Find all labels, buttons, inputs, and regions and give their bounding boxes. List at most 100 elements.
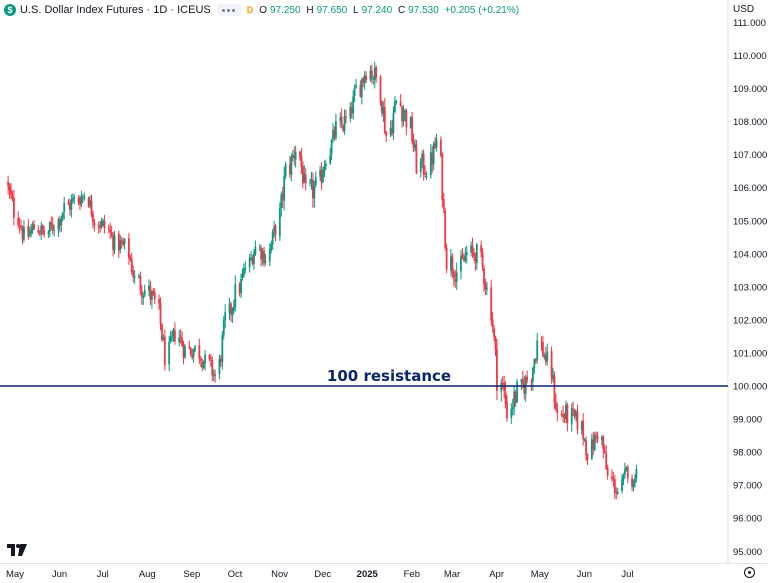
candle-body	[77, 197, 80, 203]
candle-body	[251, 257, 254, 264]
candle-body	[138, 275, 140, 278]
candle-body	[602, 436, 605, 450]
candle-body	[234, 283, 237, 308]
candle-body	[379, 76, 382, 103]
candle-body	[455, 272, 458, 282]
candle-body	[268, 248, 271, 262]
candle-body	[513, 391, 516, 408]
candle-body	[586, 454, 589, 460]
x-tick-label: Feb	[404, 569, 420, 580]
candle-body	[20, 226, 22, 229]
candle-body	[221, 335, 224, 363]
y-tick-label: 111.000	[733, 18, 766, 29]
candle-body	[562, 414, 564, 418]
x-tick-label: Sep	[183, 569, 200, 580]
candle-body	[404, 110, 406, 115]
open-value: 97.250	[270, 4, 301, 16]
candle-body	[130, 258, 133, 273]
candle-body	[563, 417, 566, 419]
candle-body	[511, 407, 514, 410]
candle-body	[192, 349, 195, 357]
candle-body	[622, 475, 625, 481]
candle-body	[615, 492, 618, 494]
candle-body	[299, 151, 301, 158]
candle-body	[79, 202, 81, 206]
symbol-title[interactable]: U.S. Dollar Index Futures · 1D · ICEUS	[20, 4, 211, 16]
candle-body	[273, 226, 275, 231]
candle-body	[419, 160, 422, 172]
delay-badge[interactable]: D	[244, 4, 256, 16]
candle-body	[162, 337, 165, 340]
tradingview-logo-icon[interactable]	[7, 544, 27, 556]
candle-body	[199, 358, 202, 361]
y-tick-label: 97.000	[733, 481, 762, 492]
candle-body	[441, 154, 444, 201]
candle-body	[596, 436, 599, 439]
candle-body	[248, 257, 251, 268]
candle-body	[439, 139, 442, 156]
candle-body	[481, 252, 484, 267]
candle-body	[107, 228, 110, 230]
candle-body	[373, 67, 376, 80]
candle-body	[153, 292, 156, 300]
candle-body	[510, 409, 513, 418]
candle-body	[415, 144, 418, 174]
candle-body	[41, 225, 44, 231]
candle-body	[405, 110, 408, 128]
candle-body	[283, 175, 286, 201]
candle-body	[570, 408, 573, 425]
candle-body	[319, 170, 322, 177]
candle-body	[113, 234, 116, 251]
candle-body	[40, 225, 43, 234]
candle-body	[112, 235, 114, 250]
candle-body	[572, 408, 575, 410]
candle-body	[303, 173, 306, 183]
candle-body	[613, 479, 616, 494]
candle-body	[254, 246, 257, 255]
candle-body	[232, 306, 235, 311]
candle-body	[352, 96, 355, 114]
candle-body	[58, 219, 61, 227]
candle-body	[309, 182, 311, 184]
y-tick-label: 101.000	[733, 348, 767, 359]
candle-body	[556, 410, 559, 414]
candle-body	[363, 75, 366, 83]
y-tick-label: 106.000	[733, 183, 767, 194]
candle-body	[83, 197, 86, 199]
candle-body	[431, 153, 434, 165]
x-tick-label: Nov	[271, 569, 288, 580]
candle-body	[133, 276, 136, 278]
candle-body	[424, 173, 426, 175]
candle-body	[391, 128, 393, 134]
more-dots-icon[interactable]	[216, 4, 241, 16]
candle-body	[606, 467, 609, 476]
candle-body	[473, 252, 475, 256]
candle-body	[178, 337, 181, 343]
candle-body	[634, 478, 636, 484]
candle-body	[274, 225, 277, 236]
gear-icon[interactable]	[744, 567, 755, 578]
candle-body	[222, 320, 225, 336]
candle-body	[425, 176, 428, 178]
candle-body	[414, 144, 416, 149]
candle-body	[61, 212, 64, 219]
dollar-icon[interactable]: $	[4, 4, 16, 16]
candle-body	[281, 193, 284, 200]
currency-selector[interactable]: USD	[733, 4, 755, 15]
candle-body	[342, 125, 345, 131]
candle-body	[429, 152, 432, 176]
candle-body	[73, 197, 76, 199]
candle-body	[208, 355, 211, 359]
candle-body	[304, 174, 307, 184]
y-tick-label: 109.000	[733, 84, 767, 95]
candle-body	[434, 143, 437, 148]
x-tick-label: Jul	[97, 569, 109, 580]
candle-body	[625, 467, 628, 471]
candle-body	[546, 351, 549, 362]
candle-body	[244, 268, 247, 270]
candle-body	[150, 291, 153, 300]
candle-body	[264, 260, 267, 263]
candle-body	[526, 376, 529, 381]
candle-body	[540, 341, 543, 343]
